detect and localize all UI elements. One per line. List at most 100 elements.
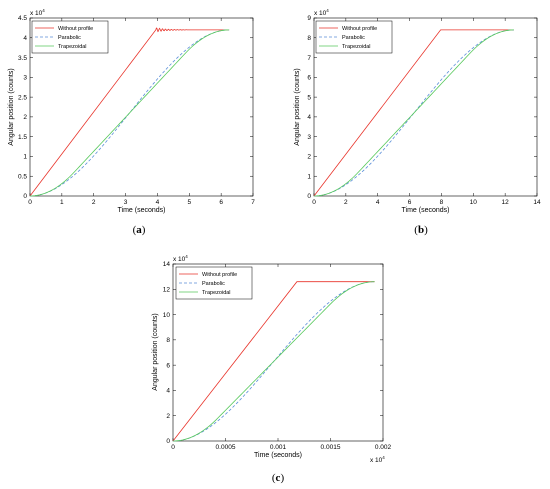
y-tick-label: 6 <box>166 362 170 369</box>
y-tick-label: 2 <box>23 114 27 121</box>
y-tick-label: 14 <box>163 261 171 268</box>
y-tick-label: 10 <box>163 312 171 319</box>
series-without-profile <box>313 29 514 197</box>
y-ticks-a: 0 0.5 1 1.5 2 2.5 3 3.5 4 4.5 <box>18 15 253 200</box>
caption-b: (b) <box>414 224 428 236</box>
caption-c-close: ) <box>280 472 284 484</box>
legend-label-without-c: Without profile <box>202 272 237 278</box>
y-tick-label: 5 <box>307 94 311 101</box>
y-tick-label: 4 <box>23 35 27 42</box>
y-tick-label: 4.5 <box>18 15 27 22</box>
y-tick-label: 4 <box>307 114 311 121</box>
y-multiplier-base-a: x 10 <box>30 10 43 17</box>
y-tick-label: 8 <box>307 35 311 42</box>
caption-b-open: ( <box>414 224 418 236</box>
y-tick-label: 3.5 <box>18 55 27 62</box>
caption-a-open: ( <box>133 224 137 236</box>
legend-label-parabolic-c: Parabolic <box>202 281 225 287</box>
x-axis-label-a: Time (seconds) <box>118 207 166 214</box>
x-tick-label: 2 <box>344 199 348 206</box>
x-tick-label: 0.0015 <box>321 444 341 451</box>
x-tick-label: 0 <box>28 199 32 206</box>
legend-box-a <box>31 20 109 54</box>
legend-label-parabolic-a: Parabolic <box>58 35 81 41</box>
y-axis-label-b: Angular position (counts) <box>294 68 301 145</box>
y-tick-label: 2 <box>166 413 170 420</box>
legend-label-parabolic-b: Parabolic <box>342 35 365 41</box>
x-tick-label: 5 <box>187 199 191 206</box>
y-multiplier-exp-c: 4 <box>185 254 188 259</box>
y-multiplier-b: x 104 <box>314 8 329 17</box>
y-multiplier-c: x 104 <box>173 254 188 263</box>
y-multiplier-exp-a: 4 <box>42 8 45 13</box>
y-tick-label: 2 <box>307 154 311 161</box>
legend-label-trapezoidal-c: Trapezoidal <box>202 290 231 296</box>
x-tick-label: 2 <box>92 199 96 206</box>
legend-b: Without profile Parabolic Trapezoidal <box>315 20 393 54</box>
y-tick-label: 0 <box>166 438 170 445</box>
y-tick-label: 0 <box>307 193 311 200</box>
x-tick-label: 14 <box>533 199 541 206</box>
x-tick-label: 8 <box>440 199 444 206</box>
series-c <box>172 281 375 442</box>
x-axis-label-b: Time (seconds) <box>402 207 450 214</box>
caption-b-letter: b <box>418 224 424 236</box>
y-multiplier-exp-b: 4 <box>326 8 329 13</box>
legend-label-trapezoidal-a: Trapezoidal <box>58 44 87 50</box>
x-tick-label: 1 <box>60 199 64 206</box>
caption-b-close: ) <box>424 224 428 236</box>
series-trapezoidal <box>313 29 514 197</box>
y-tick-label: 0 <box>23 193 27 200</box>
legend-a: Without profile Parabolic Trapezoidal <box>31 20 109 54</box>
x-tick-label: 0.0005 <box>216 444 236 451</box>
y-tick-label: 9 <box>307 15 311 22</box>
x-axis-label-c: Time (seconds) <box>254 452 302 459</box>
panel-c: 0 2 4 6 8 10 12 14 0 0.0005 0.001 0.0015 0.002 x 10… <box>152 254 392 484</box>
y-ticks-c: 0 2 4 6 8 10 12 14 <box>163 261 383 445</box>
y-multiplier-base-b: x 10 <box>314 10 327 17</box>
caption-c-letter: c <box>276 472 281 484</box>
caption-a: (a) <box>133 224 146 236</box>
x-tick-label: 7 <box>251 199 255 206</box>
y-tick-label: 8 <box>166 337 170 344</box>
y-multiplier-a: x 104 <box>30 8 45 17</box>
caption-a-letter: a <box>136 224 142 236</box>
series-trapezoidal <box>172 281 375 442</box>
x-tick-label: 0 <box>312 199 316 206</box>
x-tick-label: 10 <box>470 199 478 206</box>
y-tick-label: 1 <box>23 154 27 161</box>
legend-label-without-a: Without profile <box>58 26 93 32</box>
y-ticks-b: 0 1 2 3 4 5 6 7 8 9 <box>307 15 537 200</box>
series-trapezoidal <box>29 29 230 197</box>
series-parabolic <box>29 29 230 197</box>
y-tick-label: 2.5 <box>18 94 27 101</box>
x-tick-label: 3 <box>124 199 128 206</box>
legend-label-trapezoidal-b: Trapezoidal <box>342 44 371 50</box>
x-ticks-b: 0 2 4 6 8 10 12 14 <box>312 18 541 206</box>
y-axis-label-a: Angular position (counts) <box>8 68 15 145</box>
x-tick-label: 0.001 <box>270 444 287 451</box>
y-tick-label: 12 <box>163 286 171 293</box>
legend-box-b <box>315 20 393 54</box>
legend-c: Without profile Parabolic Trapezoidal <box>175 266 253 300</box>
y-tick-label: 7 <box>307 55 311 62</box>
caption-c-open: ( <box>272 472 276 484</box>
y-tick-label: 1 <box>307 173 311 180</box>
series-a <box>29 27 230 197</box>
y-axis-label-c: Angular position (counts) <box>152 313 159 390</box>
y-tick-label: 4 <box>166 388 170 395</box>
legend-label-without-b: Without profile <box>342 26 377 32</box>
caption-a-close: ) <box>142 224 146 236</box>
y-tick-label: 0.5 <box>18 173 27 180</box>
x-tick-label: 4 <box>376 199 380 206</box>
series-b <box>313 29 514 197</box>
y-tick-label: 6 <box>307 75 311 82</box>
y-tick-label: 3 <box>23 75 27 82</box>
x-tick-label: 12 <box>502 199 510 206</box>
series-without-profile <box>29 27 230 197</box>
x-ticks-a: 0 1 2 3 4 5 6 7 <box>28 18 255 206</box>
x-tick-label: 0 <box>171 444 175 451</box>
